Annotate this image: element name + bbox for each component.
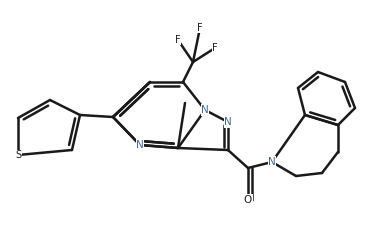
Text: N: N [268, 157, 276, 167]
Text: N: N [201, 105, 209, 115]
Text: O: O [244, 195, 252, 205]
Text: N: N [136, 140, 144, 150]
Text: F: F [197, 23, 203, 33]
Text: F: F [212, 43, 218, 53]
Text: S: S [15, 150, 21, 160]
Text: N: N [224, 117, 232, 127]
Text: F: F [175, 35, 181, 45]
